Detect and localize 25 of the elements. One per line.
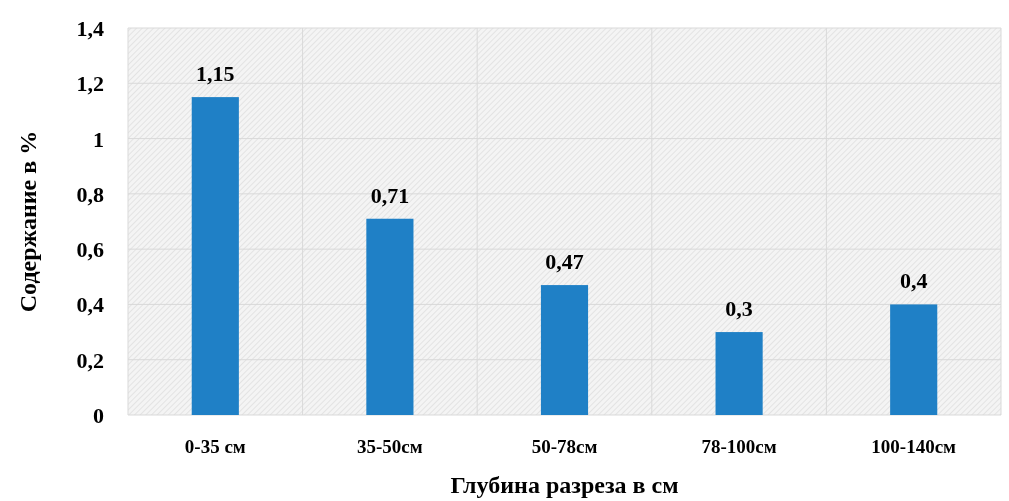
x-axis-title: Глубина разреза в см [450, 472, 679, 498]
y-tick-label: 0,6 [76, 237, 104, 263]
x-tick-label: 0-35 см [184, 436, 246, 457]
bar [191, 97, 239, 415]
data-label: 0,47 [545, 249, 584, 275]
y-tick-label: 1 [93, 126, 104, 152]
y-tick-label: 1,4 [76, 16, 104, 41]
y-tick-label: 0,8 [76, 181, 104, 207]
y-axis-title: Содержание в % [15, 130, 41, 313]
y-tick-label: 1,2 [76, 71, 104, 97]
bar [715, 332, 763, 415]
data-label: 0,3 [725, 296, 753, 322]
bar [366, 218, 414, 415]
y-tick-label: 0 [93, 403, 104, 428]
bar [890, 304, 938, 415]
data-label: 0,4 [899, 268, 928, 294]
x-tick-label: 35-50см [357, 436, 423, 457]
data-label: 1,15 [196, 61, 235, 87]
x-tick-label: 100-140см [871, 436, 957, 457]
x-tick-label: 50-78см [531, 436, 598, 457]
y-tick-label: 0,2 [76, 347, 104, 373]
y-tick-label: 0,4 [76, 292, 104, 318]
bar [540, 285, 589, 415]
x-tick-label: 78-100см [701, 436, 777, 457]
data-label: 0,71 [370, 182, 410, 208]
